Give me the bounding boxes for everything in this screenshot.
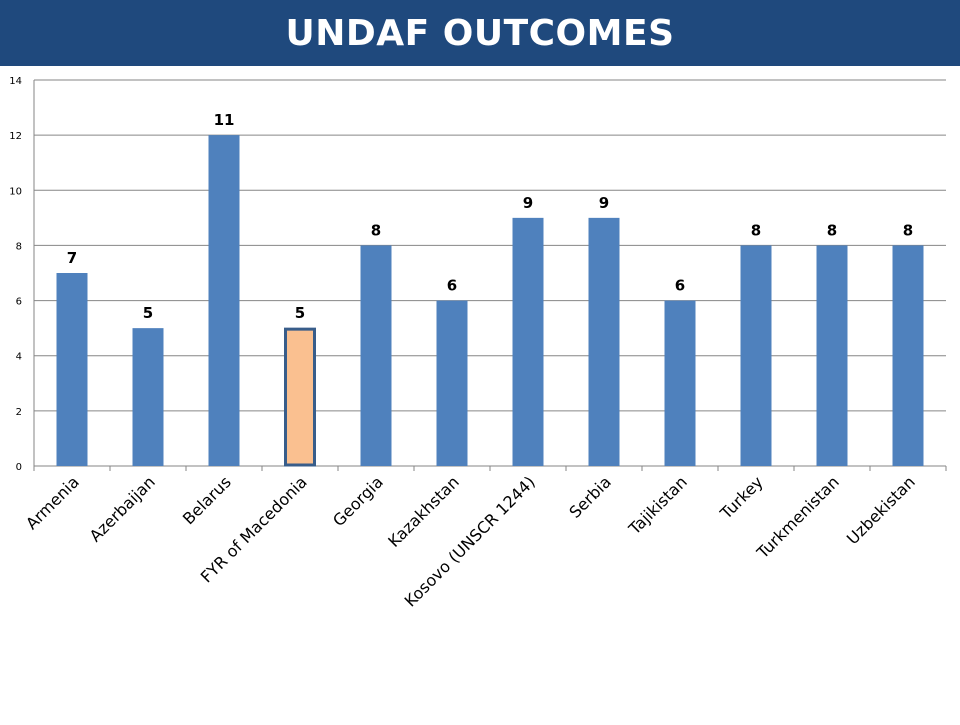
x-tick-label: Uzbekistan: [843, 472, 919, 548]
y-tick-label: 8: [16, 241, 22, 252]
y-tick-label: 10: [9, 186, 22, 197]
data-label: 6: [675, 277, 685, 295]
bar: [360, 245, 392, 466]
data-label: 8: [371, 221, 381, 239]
data-label: 11: [214, 111, 235, 129]
x-tick-label: Belarus: [179, 472, 235, 528]
data-label: 8: [827, 221, 837, 239]
bar-highlighted: [284, 327, 316, 467]
data-label: 7: [67, 249, 77, 267]
bar-chart: 0 2 4 6 8 10 12 14 7 Armenia 5 Azerbaijan 11 Belarus 5…: [9, 76, 947, 611]
x-tick-label: Tajikistan: [624, 472, 691, 539]
bar: [436, 300, 468, 466]
y-tick-label: 0: [16, 462, 22, 473]
x-tick-label: Georgia: [329, 472, 387, 530]
data-label: 8: [903, 221, 913, 239]
y-tick-label: 2: [16, 407, 22, 418]
y-tick-label: 12: [9, 131, 22, 142]
x-tick-label: Azerbaijan: [86, 472, 159, 545]
chart-area: 0 2 4 6 8 10 12 14 7 Armenia 5 Azerbaijan 11 Belarus 5…: [0, 66, 960, 720]
x-tick-label: Turkey: [716, 472, 767, 523]
y-tick-label: 6: [16, 297, 22, 308]
y-tick-label: 14: [9, 76, 22, 87]
x-tick-label: Kazakhstan: [384, 472, 463, 551]
data-label: 6: [447, 277, 457, 295]
page-title: UNDAF OUTCOMES: [285, 12, 675, 54]
data-label: 9: [599, 194, 609, 212]
x-tick-label: Serbia: [565, 472, 614, 521]
bar: [892, 245, 924, 466]
bar: [588, 217, 620, 466]
y-tick-label: 4: [16, 352, 22, 363]
data-label: 5: [143, 304, 153, 322]
bar: [56, 273, 88, 466]
bar: [208, 135, 240, 466]
x-tick-label: Kosovo (UNSCR 1244): [401, 472, 539, 610]
data-label: 9: [523, 194, 533, 212]
data-label: 8: [751, 221, 761, 239]
bar: [132, 328, 164, 466]
title-bar: UNDAF OUTCOMES: [0, 0, 960, 66]
bar: [816, 245, 848, 466]
x-tick-label: Armenia: [22, 472, 83, 533]
bar: [740, 245, 772, 466]
data-label: 5: [295, 304, 305, 322]
bar: [512, 217, 544, 466]
bar: [664, 300, 696, 466]
